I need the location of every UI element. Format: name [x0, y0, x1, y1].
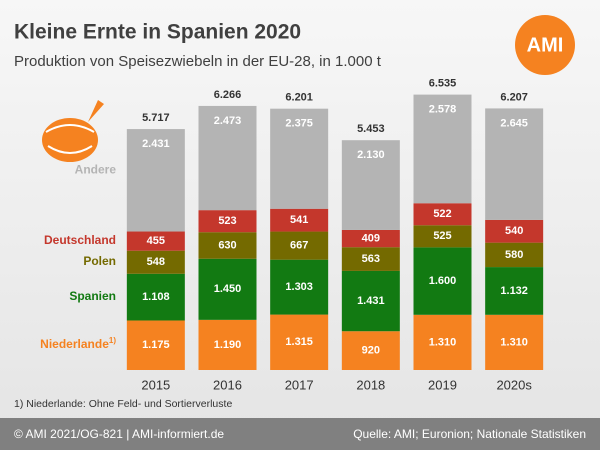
value-label: 2.431 — [142, 138, 170, 150]
bar-segment — [198, 319, 257, 370]
bar-segment — [270, 208, 329, 232]
bar-segment — [126, 231, 185, 251]
bar-segment — [413, 247, 472, 315]
value-label: 630 — [218, 239, 236, 251]
total-label: 5.717 — [142, 112, 170, 124]
legend-name: Polen — [83, 254, 116, 268]
value-label: 667 — [290, 240, 308, 252]
value-label: 2.473 — [214, 115, 242, 127]
bar-segment — [270, 259, 329, 315]
chart-subtitle: Produktion von Speisezwiebeln in der EU-… — [14, 53, 382, 70]
bar-segment — [485, 219, 544, 243]
value-label: 1.303 — [285, 281, 313, 293]
value-label: 563 — [362, 253, 380, 265]
value-label: 920 — [362, 345, 380, 357]
value-label: 1.310 — [500, 336, 528, 348]
value-label: 1.431 — [357, 295, 385, 307]
copyright: © AMI 2021/OG-821 | AMI-informiert.de — [14, 427, 224, 441]
value-label: 580 — [505, 249, 523, 261]
x-tick-label: 2018 — [356, 377, 385, 392]
legend-label: Polen — [83, 254, 116, 268]
value-label: 2.375 — [285, 118, 313, 130]
bar-segment — [126, 129, 185, 232]
bar-segment — [270, 314, 329, 370]
bar-segment — [485, 314, 544, 370]
legend-label: Andere — [75, 162, 117, 176]
value-label: 540 — [505, 225, 523, 237]
bar-segment — [198, 210, 257, 233]
bar-segment — [270, 108, 329, 209]
x-tick-label: 2020s — [496, 377, 532, 392]
logo-text: AMI — [527, 34, 564, 56]
value-label: 2.578 — [429, 104, 457, 116]
value-label: 409 — [362, 232, 380, 244]
x-tick-label: 2015 — [141, 377, 170, 392]
bar-segment — [341, 331, 400, 370]
value-label: 1.132 — [500, 285, 528, 297]
value-label: 2.645 — [500, 117, 528, 129]
value-label: 522 — [433, 208, 451, 220]
bar-segment — [198, 105, 257, 211]
value-label: 1.450 — [214, 283, 242, 295]
total-label: 6.266 — [214, 89, 242, 101]
bar-segment — [413, 225, 472, 248]
bar-segment — [341, 247, 400, 271]
value-label: 1.310 — [429, 336, 457, 348]
legend-name: Deutschland — [44, 233, 116, 247]
bar-segment — [341, 140, 400, 230]
bar-segment — [126, 250, 185, 274]
x-tick-label: 2017 — [285, 377, 314, 392]
bar-segment — [198, 258, 257, 320]
bar-segment — [485, 267, 544, 315]
value-label: 523 — [218, 215, 236, 227]
legend-label: Deutschland — [44, 233, 116, 247]
bar-segment — [126, 320, 185, 370]
chart-title: Kleine Ernte in Spanien 2020 — [14, 21, 301, 44]
bar-segment — [413, 314, 472, 370]
legend-label: Niederlande1) — [40, 336, 116, 351]
value-label: 548 — [147, 256, 165, 268]
footnote: 1) Niederlande: Ohne Feld- und Sortierve… — [14, 398, 232, 410]
value-label: 1.108 — [142, 291, 170, 303]
total-label: 6.535 — [429, 78, 457, 90]
bar-segment — [485, 108, 544, 220]
bar-segment — [413, 203, 472, 226]
total-label: 6.207 — [500, 91, 528, 103]
bar-segment — [270, 231, 329, 260]
bar-segment — [341, 229, 400, 248]
value-label: 455 — [147, 235, 165, 247]
value-label: 1.600 — [429, 275, 457, 287]
legend-name: Andere — [75, 162, 117, 176]
value-label: 1.175 — [142, 339, 170, 351]
legend-name: Niederlande — [40, 337, 109, 351]
onion-icon — [42, 100, 104, 162]
source: Quelle: AMI; Euronion; Nationale Statist… — [353, 427, 586, 441]
legend-label: Spanien — [69, 289, 116, 303]
legend-note-ref: 1) — [109, 336, 116, 345]
total-label: 5.453 — [357, 123, 385, 135]
footer-bar — [0, 418, 600, 450]
bar-segment — [413, 94, 472, 204]
value-label: 525 — [433, 230, 451, 242]
bar-segment — [198, 232, 257, 259]
value-label: 1.315 — [285, 336, 313, 348]
bar-segment — [341, 270, 400, 332]
bar-segment — [126, 273, 185, 321]
value-label: 541 — [290, 214, 308, 226]
logo-circle — [515, 15, 575, 75]
legend-name: Spanien — [69, 289, 116, 303]
x-tick-label: 2016 — [213, 377, 242, 392]
total-label: 6.201 — [285, 92, 313, 104]
x-tick-label: 2019 — [428, 377, 457, 392]
value-label: 1.190 — [214, 339, 242, 351]
value-label: 2.130 — [357, 149, 385, 161]
bar-segment — [485, 242, 544, 268]
